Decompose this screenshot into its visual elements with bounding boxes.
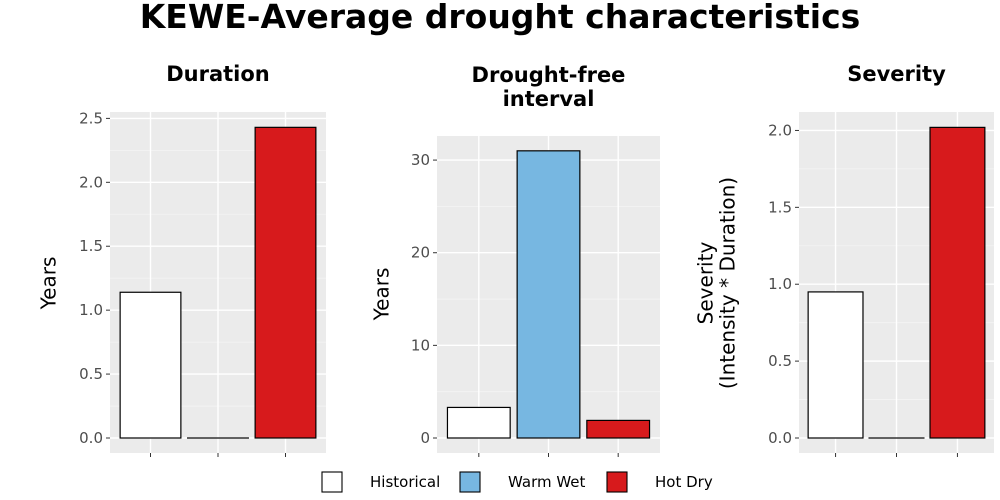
chart-panels: 0.0 0.5 1.0 1.5 2.0 2.5 Duration Years 0 10 20 30 Dr… — [37, 62, 994, 457]
bar-warm-wet — [516, 150, 581, 439]
bar-historical — [119, 291, 182, 439]
bar-hot-dry — [586, 419, 651, 439]
y-tick-label: 2.0 — [79, 173, 103, 191]
panel-title: Duration — [166, 62, 270, 86]
bar-hot-dry — [254, 126, 317, 439]
y-tick-label: 1.0 — [768, 275, 792, 293]
y-tick-label: 0 — [420, 429, 430, 447]
y-axis-label: Severity — [694, 242, 718, 325]
panel-3: 0.00.51.01.52.0SeveritySeverity(Intensit… — [694, 62, 994, 457]
panel-title: Drought-free — [472, 63, 626, 87]
bar-historical — [807, 291, 864, 439]
bar-historical — [446, 406, 511, 439]
y-tick-label: 0.0 — [768, 429, 792, 447]
y-tick-label: 1.5 — [768, 198, 792, 216]
y-tick-label: 0.5 — [768, 352, 792, 370]
panel-1: 0.0 0.5 1.0 1.5 2.0 2.5 Duration Years — [37, 62, 326, 457]
legend: Historical Warm Wet Hot Dry — [321, 471, 713, 493]
legend-label: Hot Dry — [655, 473, 713, 491]
y-axis-label: (Intensity * Duration) — [716, 177, 740, 389]
y-tick-label: 10 — [411, 336, 430, 354]
y-axis-label: Years — [370, 268, 394, 322]
y-tick-label: 0.5 — [79, 365, 103, 383]
panel-title: Severity — [847, 62, 946, 86]
bar-hot-dry — [929, 126, 986, 439]
legend-label: Historical — [370, 473, 440, 491]
legend-key-warm-wet — [459, 471, 481, 493]
y-tick-label: 20 — [411, 244, 430, 262]
y-tick-label: 1.5 — [79, 237, 103, 255]
y-axis-label: Years — [37, 257, 61, 311]
legend-key-hot-dry — [606, 471, 628, 493]
legend-key-historical — [321, 471, 343, 493]
y-tick-label: 30 — [411, 151, 430, 169]
y-tick-label: 2.5 — [79, 109, 103, 127]
panel-title: interval — [503, 87, 595, 111]
y-tick-label: 0.0 — [79, 429, 103, 447]
main-title: KEWE-Average drought characteristics — [140, 0, 861, 36]
y-tick-label: 1.0 — [79, 301, 103, 319]
y-tick-label: 2.0 — [768, 121, 792, 139]
legend-label: Warm Wet — [508, 473, 586, 491]
